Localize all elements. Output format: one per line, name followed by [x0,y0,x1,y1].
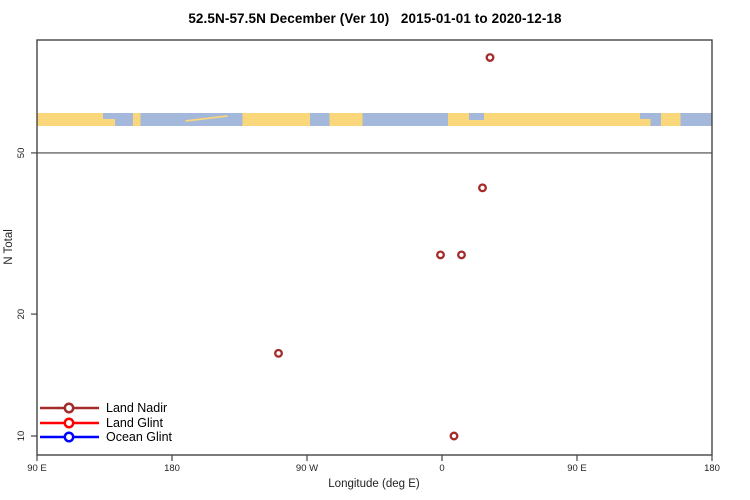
data-point [485,53,495,62]
legend-label: Land Glint [106,415,163,430]
map-band-patch [469,113,484,120]
ocean-glint-marker-icon [40,431,99,443]
map-band-patch [103,119,115,126]
map-band-land [448,113,640,126]
legend-item-ocean-glint: Ocean Glint [39,430,172,445]
data-point [274,348,283,358]
x-tick-label: 90 E [27,463,47,474]
chart-title: 52.5N-57.5N December (Ver 10) 2015-01-01… [188,11,562,26]
x-axis-ticks: 90 E 180 90 W 0 90 E 180 [27,455,720,474]
x-tick-label: 180 [704,463,720,474]
map-band-land [37,113,103,126]
legend-item-land-nadir: Land Nadir [39,401,172,416]
map-band-land [661,113,681,126]
plot-border [36,39,713,456]
y-tick-label: 50 [16,148,27,159]
x-tick-label: 180 [164,463,180,474]
data-point [436,250,445,260]
land-nadir-marker-icon [40,402,99,414]
legend-item-land-glint: Land Glint [39,416,172,431]
map-band-land [133,113,141,126]
land-glint-marker-icon [40,417,99,429]
x-tick-label: 90 E [567,463,587,474]
legend-label: Land Nadir [106,401,168,416]
data-point [457,250,466,260]
map-band-patch [640,119,651,126]
data-point [449,431,459,441]
y-axis-ticks: 10 20 50 [16,148,37,442]
y-tick-label: 10 [16,431,27,442]
scatter-points [274,53,495,441]
map-band-land [242,113,310,126]
map-band-patch [310,113,330,120]
x-axis-label: Longitude (deg E) [328,478,420,490]
legend-label: Ocean Glint [106,430,173,445]
map-band-land [329,113,363,126]
legend: Land Nadir Land Glint Ocean Glint [39,401,172,445]
map-band-islands [185,115,228,122]
y-axis-label: N Total [3,229,15,265]
x-tick-label: 0 [439,463,444,474]
world-map-band [37,113,712,126]
y-tick-label: 20 [16,309,27,320]
x-tick-label: 90 W [296,463,318,474]
data-point [478,183,487,193]
